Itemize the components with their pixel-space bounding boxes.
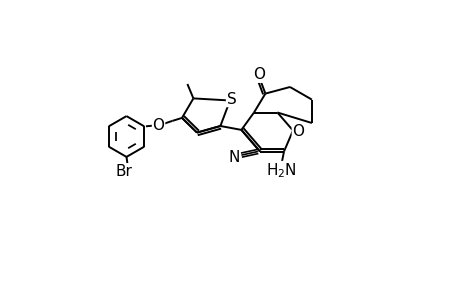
- Text: Br: Br: [115, 164, 132, 179]
- Text: S: S: [226, 92, 236, 106]
- Text: O: O: [253, 67, 265, 82]
- Text: N: N: [228, 150, 239, 165]
- Text: H$_2$N: H$_2$N: [265, 162, 296, 180]
- Text: O: O: [292, 124, 304, 139]
- Text: O: O: [152, 118, 164, 133]
